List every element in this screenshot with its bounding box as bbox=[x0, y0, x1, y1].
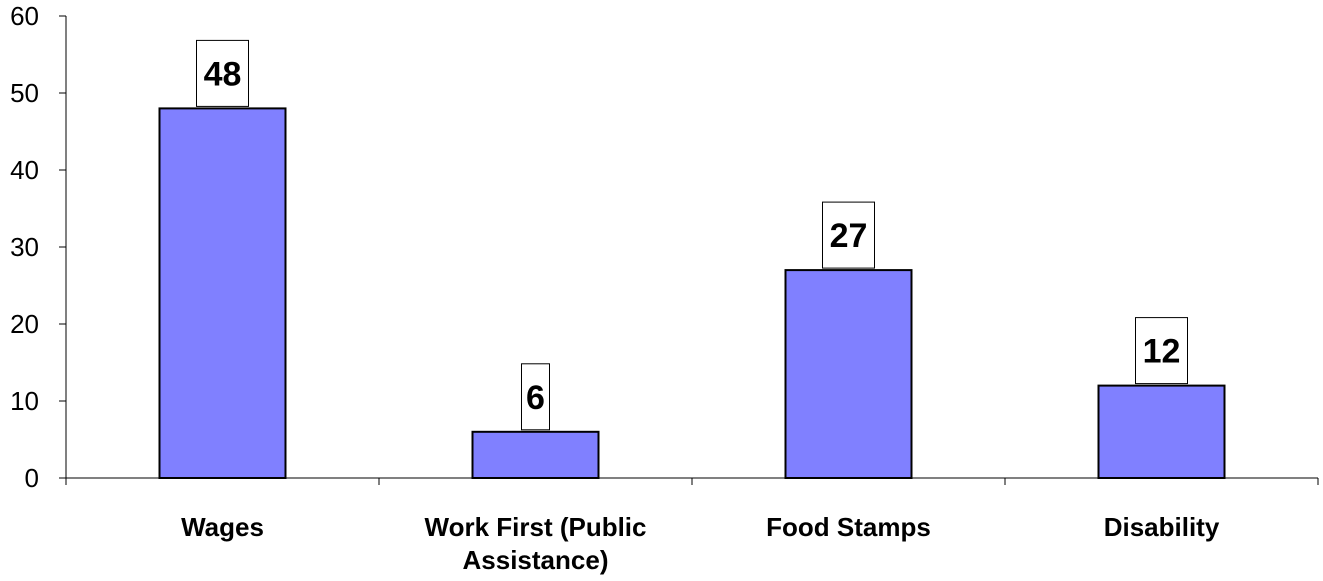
data-label: 12 bbox=[1143, 333, 1181, 371]
category-label: Wages bbox=[181, 512, 264, 542]
category-label: Food Stamps bbox=[766, 512, 931, 542]
data-label-box bbox=[196, 39, 249, 107]
bar bbox=[471, 430, 600, 479]
bar bbox=[158, 107, 287, 480]
data-label: 6 bbox=[526, 379, 545, 417]
category-label: Work First (Public bbox=[425, 512, 647, 542]
y-tick-label: 40 bbox=[10, 155, 39, 185]
y-tick-label: 60 bbox=[10, 1, 39, 31]
y-tick-label: 0 bbox=[25, 463, 39, 493]
axes: 0 10 20 30 40 50 60 bbox=[10, 1, 1319, 493]
data-label-box bbox=[521, 363, 550, 431]
category-label: Assistance) bbox=[463, 545, 609, 575]
y-tick-label: 10 bbox=[10, 386, 39, 416]
data-label: 27 bbox=[830, 217, 868, 255]
y-tick-label: 30 bbox=[10, 232, 39, 262]
data-label: 48 bbox=[204, 55, 242, 93]
bar bbox=[784, 269, 913, 479]
data-label-box bbox=[822, 201, 875, 269]
category-label: Disability bbox=[1104, 512, 1220, 542]
data-label-box bbox=[1135, 317, 1188, 385]
y-tick-label: 50 bbox=[10, 78, 39, 108]
bars bbox=[158, 107, 1226, 480]
bar bbox=[1097, 384, 1226, 480]
y-tick-label: 20 bbox=[10, 309, 39, 339]
data-labels: 48 6 27 12 bbox=[196, 39, 1188, 431]
